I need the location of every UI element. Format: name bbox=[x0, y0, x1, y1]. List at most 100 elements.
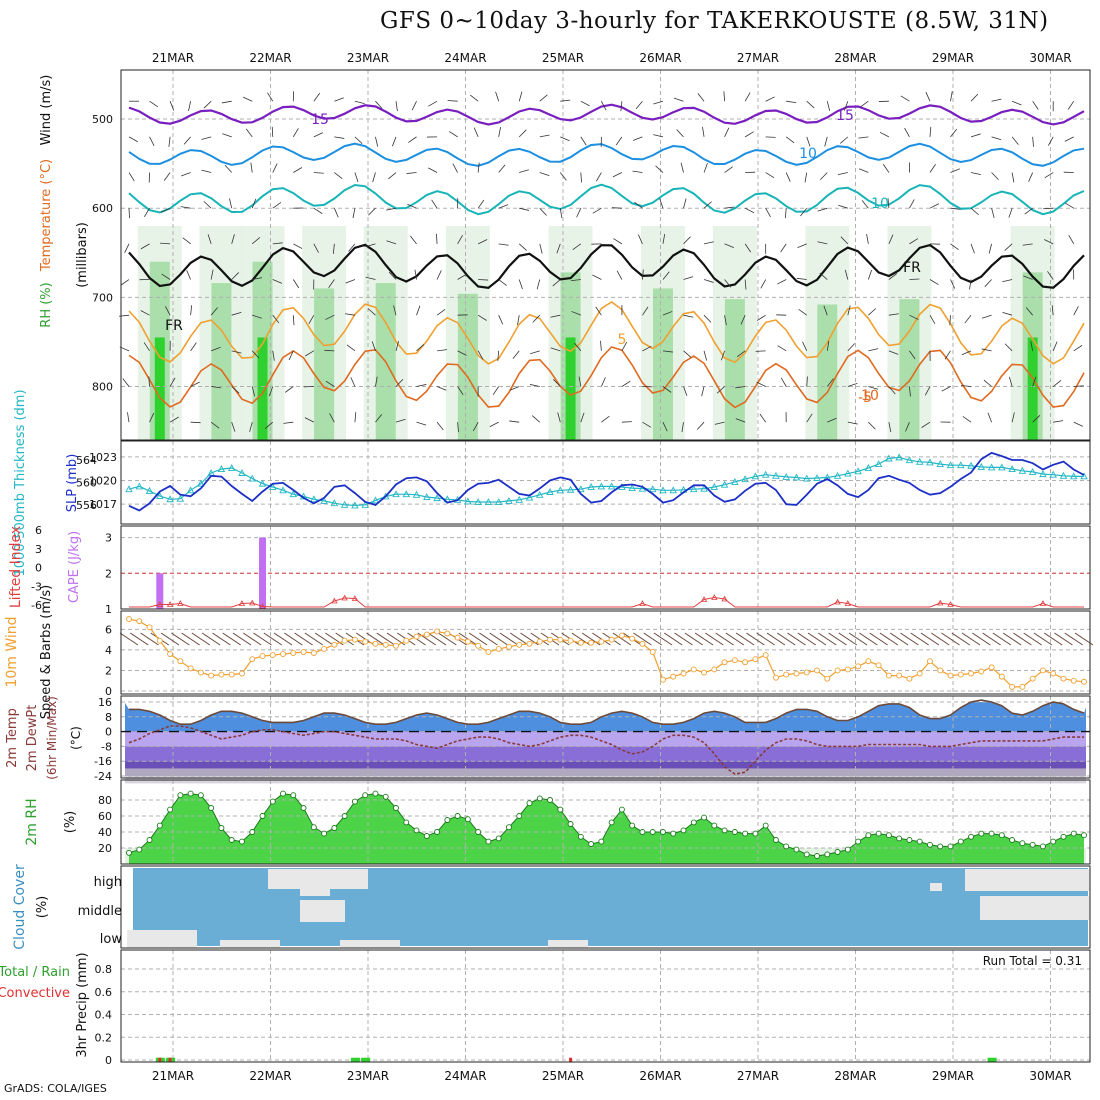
wind-barb bbox=[182, 237, 191, 245]
rh-marker bbox=[495, 835, 502, 842]
wind-barb bbox=[416, 384, 427, 387]
wind-speed-marker bbox=[167, 651, 174, 657]
contour-label: 10 bbox=[799, 146, 817, 162]
wind-barb bbox=[344, 313, 355, 316]
tick-label-wind: 2 bbox=[105, 664, 112, 677]
wind-barb bbox=[858, 168, 869, 173]
isoline-temp-5 bbox=[128, 301, 1085, 365]
wind-barb bbox=[847, 305, 851, 316]
wind-barb bbox=[271, 126, 274, 137]
panel-frame-precip bbox=[120, 949, 1091, 1063]
wind-barb bbox=[1052, 380, 1062, 387]
wind-speed-marker bbox=[783, 671, 790, 678]
rh-marker bbox=[362, 792, 369, 799]
wind-barb bbox=[416, 305, 421, 316]
wind-barb bbox=[231, 272, 240, 280]
wind-barb bbox=[251, 386, 256, 397]
wind-speed-marker bbox=[824, 675, 831, 682]
wind-barb bbox=[251, 237, 261, 245]
wind-barb bbox=[611, 207, 622, 209]
rh-marker bbox=[218, 825, 225, 831]
wind-barb bbox=[148, 376, 150, 387]
wind-barb-10m bbox=[705, 632, 724, 646]
contour-label: 10 bbox=[871, 196, 889, 212]
wind-barb bbox=[448, 131, 458, 138]
thickness-marker bbox=[546, 488, 554, 495]
wind-barb bbox=[616, 270, 623, 280]
thickness-marker bbox=[412, 490, 421, 498]
wind-barb bbox=[984, 279, 992, 288]
thickness-marker bbox=[874, 460, 883, 468]
wind-barb bbox=[169, 377, 176, 387]
wind-barb bbox=[550, 314, 561, 318]
wind-barb-10m bbox=[612, 632, 632, 646]
wind-barb bbox=[354, 412, 357, 423]
wind-barb bbox=[122, 378, 130, 387]
thickness-marker bbox=[258, 479, 267, 487]
wind-barb bbox=[696, 421, 705, 430]
wind-barb bbox=[991, 208, 995, 218]
wind-speed-marker bbox=[187, 665, 194, 672]
wind-barb bbox=[1073, 421, 1083, 427]
temp-band bbox=[125, 746, 1086, 762]
wind-barb-10m bbox=[900, 632, 919, 646]
wind-barb bbox=[827, 417, 837, 423]
wind-speed-marker bbox=[136, 618, 143, 625]
wind-speed-marker bbox=[280, 651, 286, 657]
ylabel-temp: 2m Temp bbox=[5, 708, 20, 768]
temp-band bbox=[125, 731, 1086, 747]
thickness-marker bbox=[371, 496, 380, 504]
lifted-index-marker bbox=[177, 600, 184, 606]
thickness-marker bbox=[1028, 467, 1037, 475]
wind-barb-10m bbox=[119, 632, 139, 646]
panel-marks bbox=[119, 91, 1094, 1062]
wind-barb bbox=[596, 172, 602, 182]
rh-marker bbox=[803, 851, 810, 858]
wind-barb bbox=[393, 305, 397, 316]
tick-label-upper: 500 bbox=[92, 113, 113, 126]
wind-barb bbox=[676, 129, 684, 138]
isoline-wind-10 bbox=[128, 142, 1085, 167]
wind-speed-marker bbox=[988, 664, 995, 671]
thickness-marker bbox=[864, 464, 873, 471]
wind-barb bbox=[163, 172, 171, 181]
rh-marker bbox=[1019, 840, 1026, 847]
wind-barb bbox=[634, 201, 643, 209]
wind-speed-marker bbox=[618, 632, 625, 639]
thickness-marker bbox=[628, 484, 636, 492]
tick-label-lifted-index: -3 bbox=[31, 580, 42, 593]
ylabel-temperature: Temperature (°C) bbox=[39, 159, 54, 272]
wind-barb bbox=[495, 91, 500, 102]
wind-barb bbox=[550, 347, 561, 352]
rh-marker bbox=[855, 838, 862, 845]
tick-label-upper: 700 bbox=[92, 291, 113, 304]
rh-shading-mid bbox=[211, 283, 232, 440]
ylabel-thickness: 1000-500mb Thickness (dm) bbox=[13, 389, 28, 576]
wind-speed-marker bbox=[269, 652, 276, 659]
wind-speed-marker bbox=[588, 639, 595, 646]
wind-barb bbox=[553, 379, 561, 387]
wind-barb bbox=[796, 277, 807, 280]
thickness-marker bbox=[802, 474, 811, 482]
panel-frame-rh bbox=[120, 779, 1091, 865]
wind-barb bbox=[744, 279, 747, 290]
wind-barb bbox=[1032, 136, 1034, 147]
wind-barb bbox=[272, 242, 283, 245]
wind-barb bbox=[785, 172, 791, 182]
rh-marker bbox=[567, 821, 574, 827]
wind-speed-marker bbox=[937, 667, 944, 674]
wind-barb-10m bbox=[715, 632, 734, 646]
wind-barb-10m bbox=[961, 632, 981, 646]
wind-barb bbox=[632, 170, 643, 173]
rh-marker bbox=[998, 832, 1005, 839]
wind-barb-10m bbox=[776, 632, 796, 646]
rh-marker bbox=[721, 827, 728, 834]
wind-barb bbox=[1024, 207, 1033, 215]
wind-barb bbox=[328, 279, 335, 288]
rh-marker bbox=[331, 825, 338, 831]
tick-label-lifted-index: -6 bbox=[31, 599, 42, 612]
wind-barb bbox=[124, 243, 130, 254]
wind-barb bbox=[1011, 172, 1015, 183]
lifted-index-marker bbox=[351, 595, 359, 601]
